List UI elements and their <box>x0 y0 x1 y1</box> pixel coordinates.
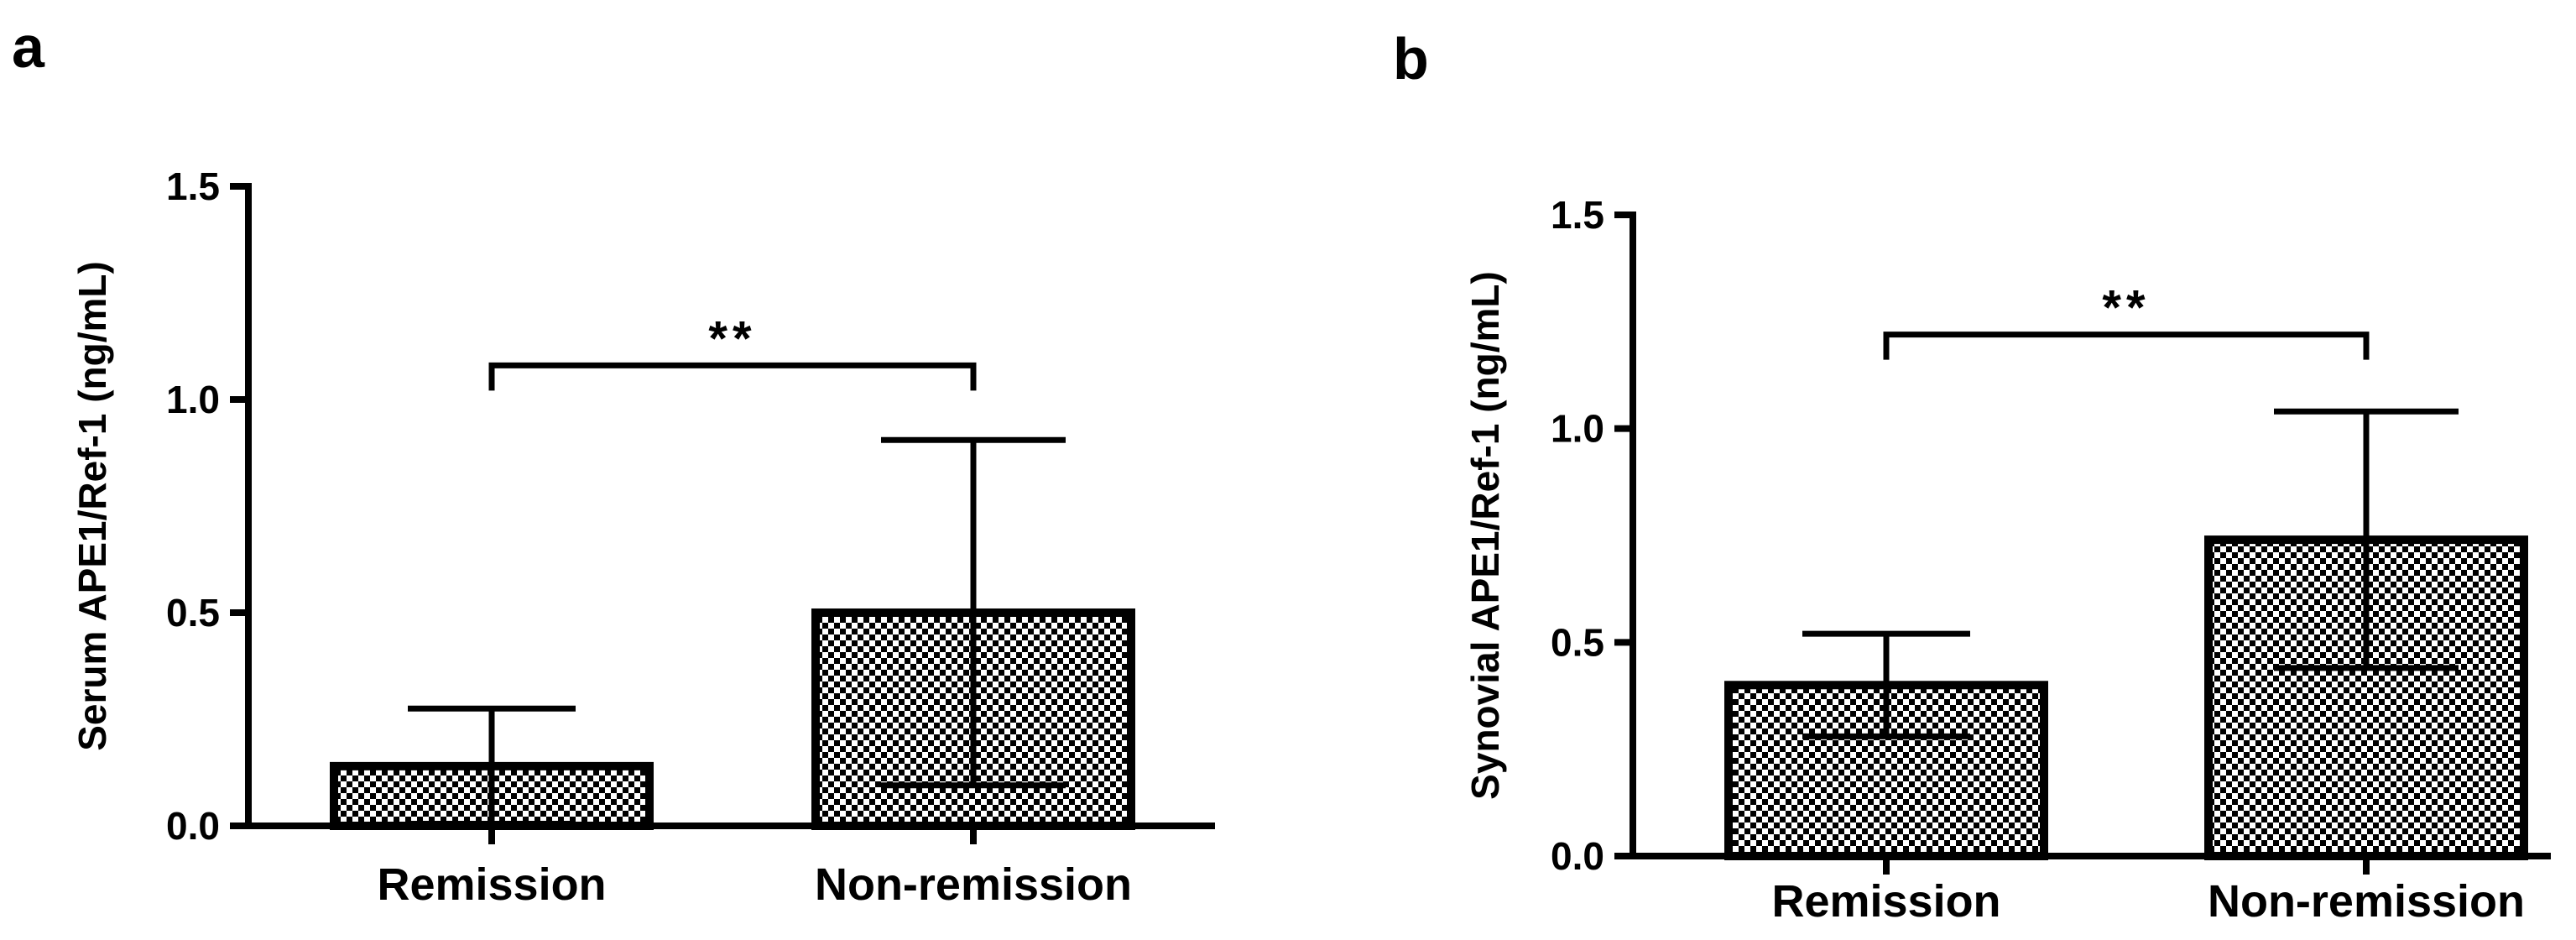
panel-letter: b <box>1393 26 1429 91</box>
panel-letter: a <box>12 14 45 80</box>
x-tick-label: Remission <box>1771 876 2000 927</box>
panel-a: a 0.0 0.5 1.0 1.5 Remission Non-remission Serum… <box>12 14 1215 910</box>
significance-label: ** <box>2102 281 2150 336</box>
y-tick-label: 0.0 <box>1551 834 1604 878</box>
y-tick-label: 1.0 <box>166 378 220 421</box>
panel-b: b 0.0 0.5 1.0 1.5 Remission Non-remission Synov… <box>1393 26 2551 927</box>
y-tick-label: 0.0 <box>166 804 220 848</box>
y-tick-label: 1.5 <box>1551 193 1604 237</box>
x-tick-label: Non-remission <box>815 859 1132 910</box>
y-tick-label: 1.0 <box>1551 407 1604 451</box>
y-axis-title: Serum APE1/Ref-1 (ng/mL) <box>70 261 114 751</box>
y-tick-label: 0.5 <box>166 591 220 634</box>
x-tick-label: Remission <box>377 859 606 910</box>
y-tick-label: 1.5 <box>166 164 220 208</box>
significance-label: ** <box>708 311 756 366</box>
significance-bracket <box>1883 332 2370 360</box>
x-tick-label: Non-remission <box>2208 876 2525 927</box>
y-axis-title: Synovial APE1/Ref-1 (ng/mL) <box>1463 271 1507 800</box>
y-tick-label: 0.5 <box>1551 620 1604 664</box>
significance-bracket <box>488 362 977 391</box>
bar-remission <box>1724 681 2048 860</box>
